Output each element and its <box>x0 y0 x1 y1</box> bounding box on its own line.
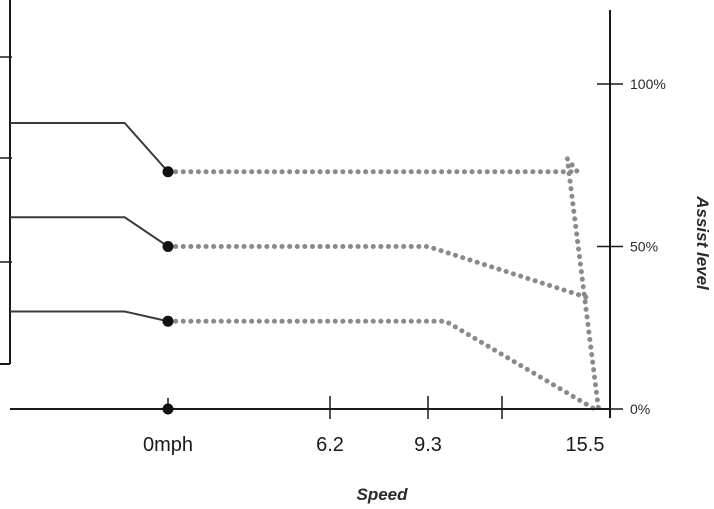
dotted-line-2 <box>165 318 597 412</box>
y-tick-label: 100% <box>630 76 666 92</box>
assist-lines <box>10 122 602 412</box>
solid-line-1 <box>10 216 169 248</box>
x-tick-label: 6.2 <box>316 434 344 456</box>
solid-line-2 <box>10 310 169 323</box>
start-point-1 <box>162 241 174 252</box>
dotted-line-1 <box>165 244 593 301</box>
y-axis-title: Assist level <box>693 195 712 291</box>
start-point-2 <box>162 315 174 327</box>
dotted-line-0 <box>165 150 602 412</box>
x-axis-title: Speed <box>356 485 408 504</box>
left-panel-frame <box>0 0 12 365</box>
axis-labels: 0mph 6.2 9.3 15.5 0% 50% 100% Speed Assist level <box>143 76 712 504</box>
x-origin-point <box>162 403 174 415</box>
start-point-0 <box>162 166 174 178</box>
x-tick-label: 15.5 <box>566 434 605 456</box>
solid-line-0 <box>10 122 169 173</box>
y-tick-label: 50% <box>630 239 658 255</box>
x-tick-label: 9.3 <box>414 434 442 456</box>
x-tick-label: 0mph <box>143 434 193 456</box>
axes <box>10 10 623 419</box>
y-tick-label: 0% <box>630 401 650 417</box>
